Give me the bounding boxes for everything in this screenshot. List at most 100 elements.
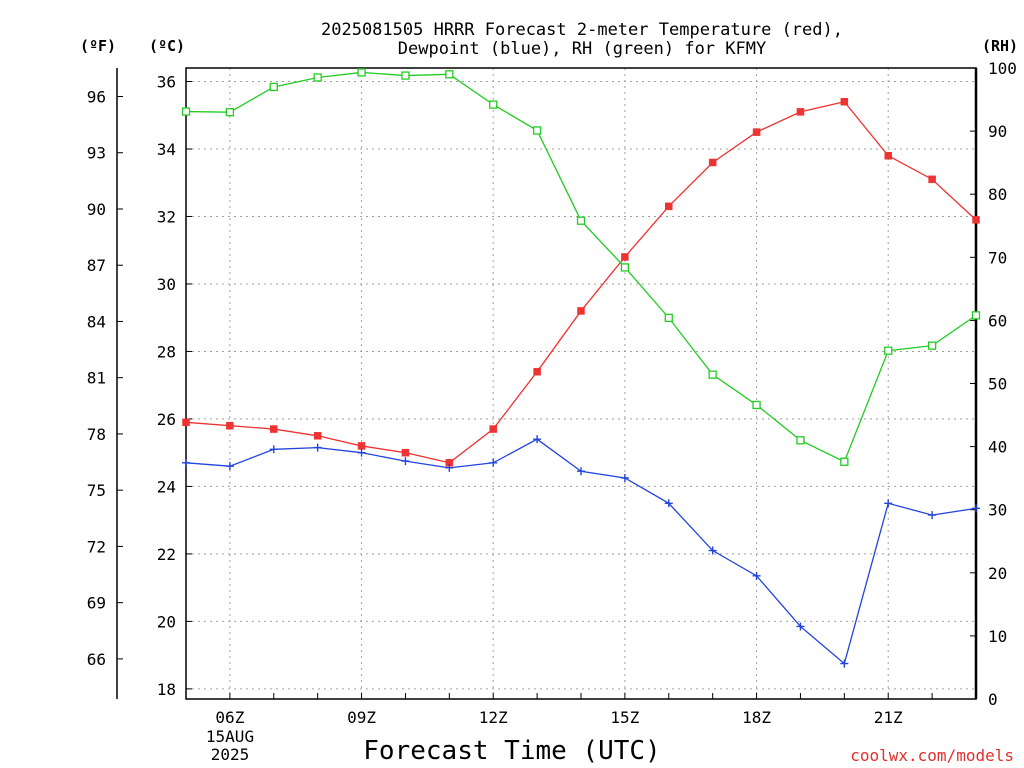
rh-tick-label: 90 <box>988 122 1007 141</box>
temperature-line <box>185 101 977 464</box>
rh-point <box>313 73 322 82</box>
date-label-day: 15AUG <box>206 727 254 746</box>
dewpoint-point <box>269 445 278 454</box>
rh-point <box>269 82 278 92</box>
fahrenheit-unit-label: (ºF) <box>80 37 116 55</box>
celsius-tick-label: 20 <box>157 612 176 631</box>
rh-point <box>181 107 191 116</box>
dewpoint-point <box>445 463 454 472</box>
dewpoint-point <box>708 546 717 555</box>
celsius-unit-label: (ºC) <box>149 37 185 55</box>
rh-tick-label: 100 <box>988 59 1017 78</box>
rh-point <box>576 216 586 225</box>
temperature-point <box>752 128 761 136</box>
rh-point <box>796 436 805 445</box>
temperature-point <box>708 158 717 167</box>
fahrenheit-tick-label: 96 <box>87 87 106 106</box>
rh-tick-label: 60 <box>988 311 1007 330</box>
x-axis-label: Forecast Time (UTC) <box>363 736 660 766</box>
fahrenheit-tick-label: 93 <box>87 144 106 163</box>
temperature-point <box>840 97 849 106</box>
fahrenheit-tick-label: 87 <box>87 256 106 275</box>
dewpoint-point <box>182 458 190 467</box>
dewpoint-point <box>620 473 629 482</box>
temperature-point <box>313 432 322 440</box>
fahrenheit-tick-label: 75 <box>87 481 106 500</box>
fahrenheit-tick-label: 66 <box>87 650 106 669</box>
date-label-year: 2025 <box>211 745 250 764</box>
dewpoint-point <box>577 467 585 476</box>
rh-tick-label: 40 <box>988 438 1007 457</box>
rh-tick-label: 50 <box>988 375 1007 394</box>
celsius-tick-label: 34 <box>157 140 176 159</box>
dewpoint-point <box>225 462 234 471</box>
rh-point <box>884 346 893 355</box>
chart-title-line-1: 2025081505 HRRR Forecast 2-meter Tempera… <box>321 20 843 40</box>
fahrenheit-tick-label: 90 <box>87 200 106 219</box>
celsius-tick-label: 26 <box>157 410 176 429</box>
dewpoint-point <box>313 443 322 452</box>
celsius-tick-label: 32 <box>157 207 176 226</box>
rh-point <box>708 370 717 379</box>
temperature-point <box>533 367 541 376</box>
chart-axes <box>116 67 978 700</box>
rh-point <box>840 457 849 466</box>
dewpoint-point <box>972 504 980 513</box>
rh-point <box>225 108 235 117</box>
temperature-series <box>182 97 980 467</box>
rh-point <box>445 70 454 79</box>
rh-point <box>357 68 366 77</box>
temperature-point <box>621 253 629 261</box>
temperature-point <box>972 216 980 224</box>
rh-line <box>185 71 977 463</box>
rh-point <box>401 71 410 80</box>
temperature-point <box>577 307 585 315</box>
temperature-point <box>884 151 892 160</box>
temperature-point <box>796 108 805 116</box>
celsius-tick-label: 36 <box>157 72 176 91</box>
fahrenheit-tick-label: 84 <box>87 312 106 331</box>
fahrenheit-tick-label: 72 <box>87 537 106 556</box>
dewpoint-point <box>533 435 542 444</box>
x-tick-label: 12Z <box>479 708 508 727</box>
rh-series <box>181 68 981 466</box>
rh-point <box>971 311 981 320</box>
celsius-tick-label: 28 <box>157 342 176 361</box>
rh-tick-label: 0 <box>988 690 998 709</box>
dewpoint-point <box>884 499 893 508</box>
celsius-tick-label: 24 <box>157 477 176 496</box>
fahrenheit-tick-label: 81 <box>87 369 106 388</box>
rh-tick-label: 20 <box>988 564 1007 583</box>
dewpoint-point <box>489 458 498 467</box>
credit-label: coolwx.com/models <box>850 746 1014 765</box>
dewpoint-point <box>357 448 366 457</box>
temperature-point <box>182 418 190 427</box>
dewpoint-point <box>401 457 410 466</box>
rh-point <box>489 100 498 109</box>
rh-point <box>620 263 630 272</box>
temperature-point <box>270 425 278 433</box>
rh-point <box>752 400 761 410</box>
temperature-point <box>489 425 497 433</box>
celsius-tick-label: 18 <box>157 680 176 699</box>
temperature-point <box>665 202 673 211</box>
celsius-tick-label: 30 <box>157 275 176 294</box>
temperature-point <box>401 448 410 457</box>
dewpoint-point <box>796 622 805 631</box>
plot-frame <box>185 67 977 700</box>
dewpoint-point <box>752 571 761 580</box>
fahrenheit-tick-label: 78 <box>87 425 106 444</box>
rh-point <box>664 313 673 323</box>
rh-unit-label: (RH) <box>982 37 1018 55</box>
x-tick-label: 06Z <box>215 708 244 727</box>
data-series <box>181 68 981 668</box>
rh-point <box>532 126 542 135</box>
tick-labels: 18 20 22 24 26 28 30 32 34 36 66 69 72 75 78 81 84 87 90 93… <box>87 59 1017 727</box>
x-tick-label: 21Z <box>874 708 903 727</box>
chart-title-line-2: Dewpoint (blue), RH (green) for KFMY <box>398 39 766 59</box>
fahrenheit-tick-label: 69 <box>87 594 106 613</box>
temperature-point <box>357 442 366 450</box>
dewpoint-point <box>664 499 673 508</box>
temperature-point <box>928 175 936 184</box>
